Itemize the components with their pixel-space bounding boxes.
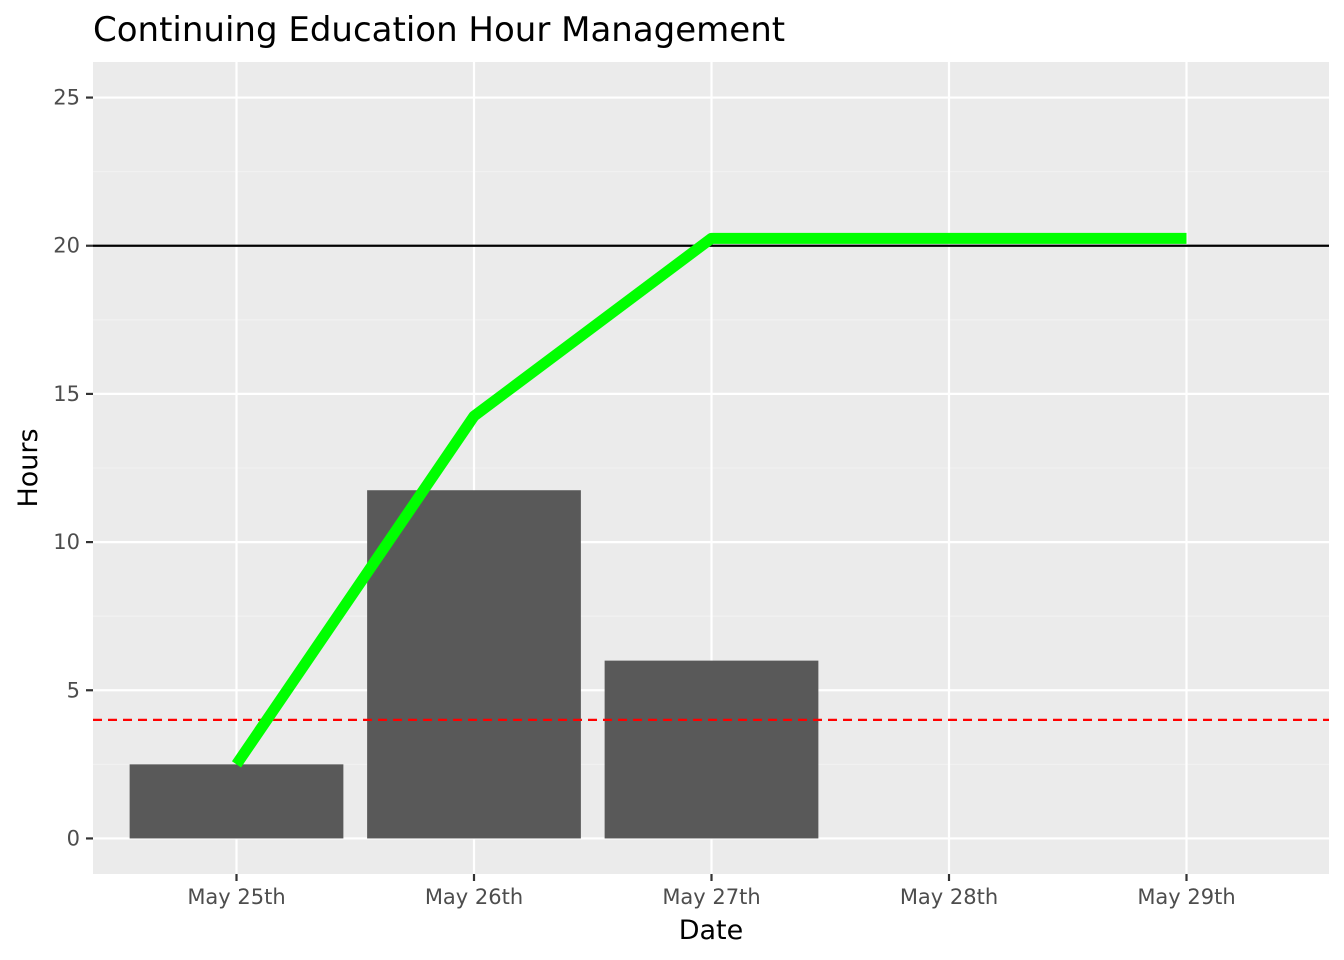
y-tick-label: 15 — [53, 382, 80, 406]
y-tick-label: 10 — [53, 530, 80, 554]
x-tick-label: May 29th — [1137, 885, 1235, 909]
reference-lines — [93, 244, 1329, 721]
x-tick-label: May 28th — [900, 885, 998, 909]
bar-3 — [604, 660, 819, 839]
y-tick-label: 5 — [67, 678, 80, 702]
cumulative-line — [231, 232, 1187, 768]
bar-1 — [129, 764, 344, 839]
chart-title: Continuing Education Hour Management — [93, 10, 785, 50]
x-tick-label: May 27th — [662, 885, 760, 909]
y-tick-label: 25 — [53, 86, 80, 110]
cumulative-line-path — [231, 232, 1187, 768]
x-tick-label: May 25th — [187, 885, 285, 909]
y-axis: 0 5 10 15 20 25 — [53, 86, 93, 850]
x-tick-label: May 26th — [425, 885, 523, 909]
bar-2 — [367, 490, 581, 839]
y-axis-title: Hours — [13, 428, 44, 507]
y-tick-label: 20 — [53, 234, 80, 258]
bars — [129, 490, 819, 839]
y-tick-label: 0 — [67, 826, 80, 850]
x-axis: May 25th May 26th May 27th May 28th May 29th — [187, 874, 1236, 909]
x-axis-title: Date — [679, 915, 744, 946]
